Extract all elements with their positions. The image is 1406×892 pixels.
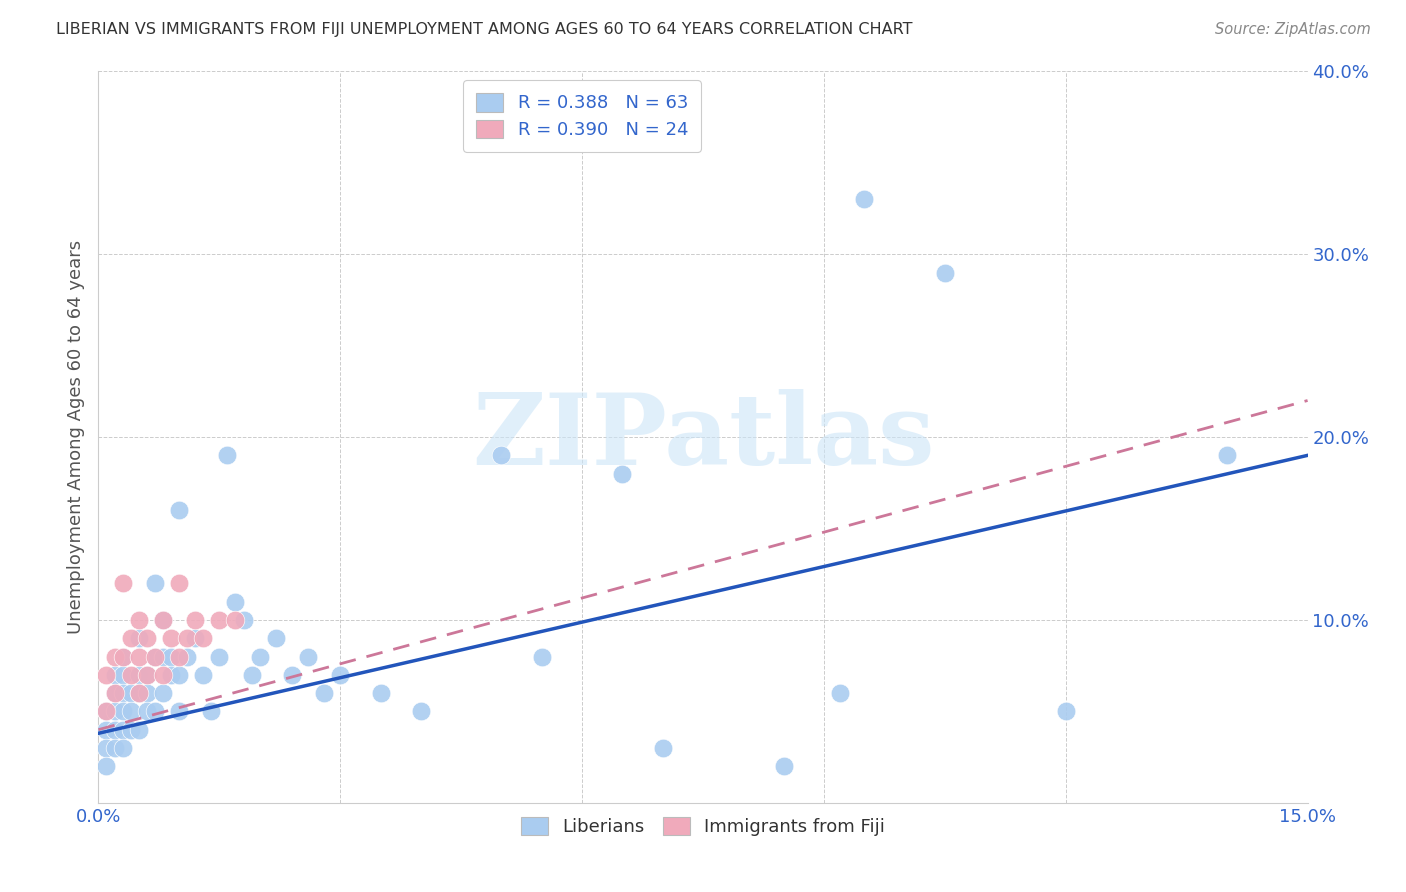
Point xyxy=(111,723,134,737)
Point xyxy=(128,632,150,646)
Point xyxy=(651,740,673,755)
Point xyxy=(853,192,876,206)
Point xyxy=(128,613,150,627)
Point xyxy=(96,759,118,773)
Point xyxy=(224,594,246,608)
Point xyxy=(160,649,183,664)
Point xyxy=(111,576,134,591)
Point xyxy=(828,686,851,700)
Point xyxy=(135,632,157,646)
Point xyxy=(111,686,134,700)
Point xyxy=(152,613,174,627)
Point xyxy=(135,667,157,681)
Point xyxy=(111,649,134,664)
Point xyxy=(103,667,125,681)
Point xyxy=(208,649,231,664)
Point xyxy=(152,613,174,627)
Point xyxy=(491,448,513,462)
Point xyxy=(96,667,118,681)
Point xyxy=(167,667,190,681)
Point xyxy=(143,649,166,664)
Point xyxy=(135,667,157,681)
Point xyxy=(96,740,118,755)
Point xyxy=(120,686,142,700)
Point xyxy=(152,686,174,700)
Point xyxy=(120,667,142,681)
Point xyxy=(281,667,304,681)
Y-axis label: Unemployment Among Ages 60 to 64 years: Unemployment Among Ages 60 to 64 years xyxy=(66,240,84,634)
Point xyxy=(103,705,125,719)
Point xyxy=(1216,448,1239,462)
Point xyxy=(370,686,392,700)
Point xyxy=(193,667,215,681)
Point xyxy=(128,667,150,681)
Point xyxy=(249,649,271,664)
Point xyxy=(772,759,794,773)
Point xyxy=(160,667,183,681)
Text: Source: ZipAtlas.com: Source: ZipAtlas.com xyxy=(1215,22,1371,37)
Point xyxy=(103,649,125,664)
Point xyxy=(128,649,150,664)
Point xyxy=(143,649,166,664)
Point xyxy=(160,632,183,646)
Point xyxy=(152,667,174,681)
Point xyxy=(217,448,239,462)
Legend: Liberians, Immigrants from Fiji: Liberians, Immigrants from Fiji xyxy=(512,807,894,845)
Point xyxy=(103,686,125,700)
Point xyxy=(208,613,231,627)
Point xyxy=(96,723,118,737)
Point xyxy=(111,649,134,664)
Point xyxy=(612,467,634,481)
Point xyxy=(409,705,432,719)
Point xyxy=(103,686,125,700)
Point xyxy=(329,667,352,681)
Point xyxy=(314,686,336,700)
Point xyxy=(297,649,319,664)
Point xyxy=(934,266,956,280)
Point xyxy=(128,686,150,700)
Point xyxy=(128,723,150,737)
Point xyxy=(224,613,246,627)
Point xyxy=(128,686,150,700)
Point xyxy=(184,632,207,646)
Point xyxy=(111,667,134,681)
Point xyxy=(120,705,142,719)
Point xyxy=(264,632,287,646)
Text: ZIPatlas: ZIPatlas xyxy=(472,389,934,485)
Point xyxy=(240,667,263,681)
Point xyxy=(167,649,190,664)
Point xyxy=(143,705,166,719)
Point xyxy=(530,649,553,664)
Point xyxy=(96,705,118,719)
Point xyxy=(120,632,142,646)
Text: LIBERIAN VS IMMIGRANTS FROM FIJI UNEMPLOYMENT AMONG AGES 60 TO 64 YEARS CORRELAT: LIBERIAN VS IMMIGRANTS FROM FIJI UNEMPLO… xyxy=(56,22,912,37)
Point xyxy=(176,632,198,646)
Point xyxy=(167,503,190,517)
Point xyxy=(96,705,118,719)
Point xyxy=(111,705,134,719)
Point xyxy=(135,686,157,700)
Point xyxy=(111,740,134,755)
Point xyxy=(152,649,174,664)
Point xyxy=(193,632,215,646)
Point xyxy=(200,705,222,719)
Point xyxy=(120,723,142,737)
Point xyxy=(167,576,190,591)
Point xyxy=(167,705,190,719)
Point xyxy=(176,649,198,664)
Point xyxy=(103,740,125,755)
Point xyxy=(103,723,125,737)
Point xyxy=(232,613,254,627)
Point xyxy=(184,613,207,627)
Point xyxy=(1054,705,1077,719)
Point xyxy=(135,705,157,719)
Point xyxy=(143,576,166,591)
